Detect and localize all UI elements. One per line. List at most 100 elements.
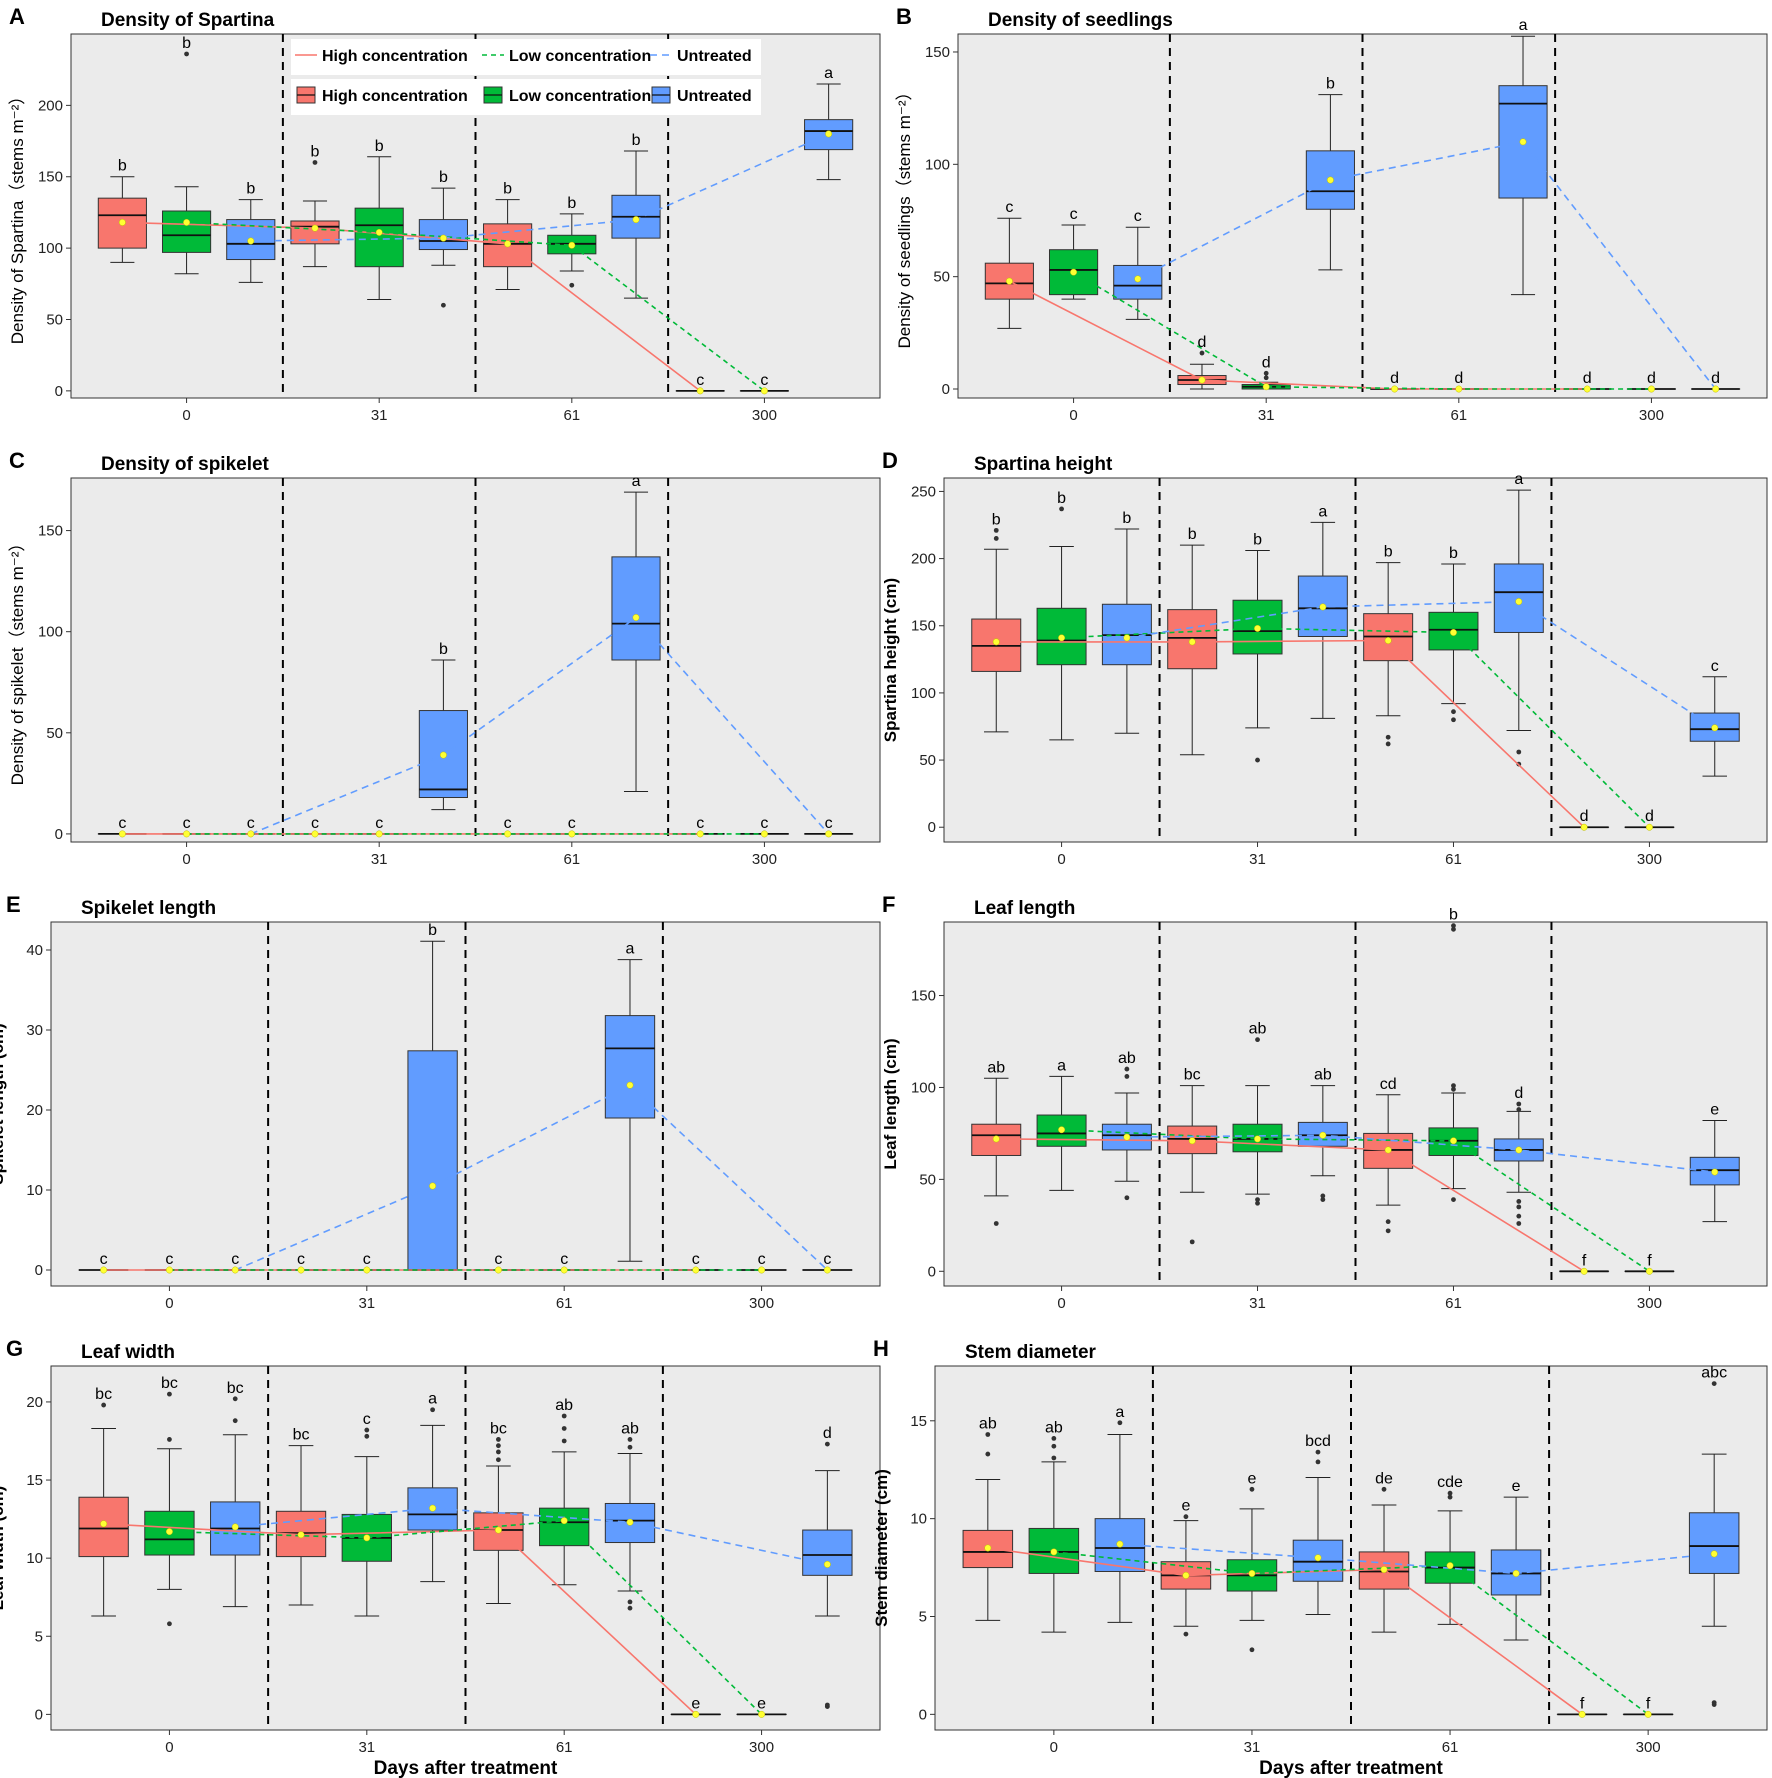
x-tick-label: 0 [165,1739,173,1756]
significance-letter: a [1514,471,1523,488]
outlier-point [993,1221,999,1226]
significance-letter: c [823,1251,831,1268]
mean-point [311,224,319,232]
outlier-point [1255,1197,1260,1202]
mean-point [1123,634,1131,642]
x-tick-label: 0 [1057,851,1065,868]
significance-letter: d [1645,808,1654,825]
box-low-concentration-day-61 [539,1413,590,1586]
outlier-point [1385,1228,1391,1234]
mean-point [1254,1135,1261,1143]
outlier-point [1516,1101,1522,1107]
legend-line-label: Low concentration [509,48,651,65]
mean-point [1578,1710,1586,1718]
y-tick-label: 0 [55,383,63,400]
significance-letter: e [1181,1498,1190,1515]
x-tick-label: 61 [563,407,580,424]
labels-layer: b b b b b b b b b c c a [118,35,833,395]
mean-point [1319,603,1327,611]
significance-letter: abc [1701,1365,1727,1382]
x-tick-label: 31 [1249,1295,1266,1312]
box-body [1688,1512,1740,1574]
mean-point [118,218,126,226]
mean-point [247,237,255,245]
y-tick-label: 100 [925,156,950,173]
significance-letter: b [1449,545,1458,562]
mean-point [1384,1146,1392,1154]
significance-letter: c [183,815,191,832]
mean-point [1058,1126,1066,1134]
outlier-point [1183,1514,1189,1520]
mean-point [494,1526,502,1534]
significance-letter: d [1262,354,1271,371]
y-tick-label: 150 [38,523,63,540]
outlier-point [312,160,318,165]
y-tick-label: 150 [911,988,936,1005]
x-tick-label: 300 [752,851,777,868]
significance-letter: b [503,181,512,198]
x-tick-label: 31 [371,407,388,424]
y-tick-label: 0 [35,1706,43,1723]
significance-letter: de [1375,1470,1393,1487]
significance-letter: e [1247,1470,1256,1487]
mean-point [1198,376,1206,384]
boxes-layer [962,1381,1740,1716]
panel-h: H Stem diameter 0 5 10 15 Stem diameter (cm) 0 3… [872,1336,1768,1778]
significance-letter: c [1134,208,1142,225]
mean-point [758,1266,766,1274]
significance-letter: c [247,815,255,832]
trend-line-untreated [1119,1543,1715,1575]
mean-point [760,830,768,838]
y-tick-label: 100 [911,685,936,702]
outlier-point [1711,1700,1717,1706]
mean-point [696,830,704,838]
y-tick-label: 100 [38,240,63,257]
outlier-point [1255,1200,1260,1206]
trend-lines-layer [122,616,830,835]
mean-point [626,1518,634,1526]
outlier-point [1451,926,1456,932]
box-untreated-day-31 [418,187,468,308]
trend-line-high-concentration [987,1547,1583,1715]
significance-letter: a [428,1391,437,1408]
mean-point [992,1135,1000,1143]
outlier-point [1516,1107,1522,1112]
panel-title: Leaf width [81,1342,175,1363]
significance-letter: b [439,169,448,186]
significance-letter: c [165,1251,173,1268]
significance-letter: bc [95,1386,112,1403]
significance-letter: e [691,1695,700,1712]
labels-layer: bc bc bc bc c a bc ab ab e e d [95,1375,832,1718]
significance-letter: d [1390,370,1399,387]
significance-letter: a [1318,503,1327,520]
significance-letter: f [1580,1695,1585,1712]
trend-lines-layer [996,600,1716,828]
labels-layer: c c c c c b c c a c c c [118,473,833,838]
outlier-point [1516,1199,1522,1204]
y-tick-label: 15 [910,1413,927,1430]
outlier-point [1447,1490,1453,1496]
mean-point [984,1544,992,1552]
significance-letter: ab [555,1397,573,1414]
trend-lines-layer [1009,141,1717,390]
mean-point [429,1182,437,1190]
outlier-point [232,1418,238,1424]
mean-point [692,1710,700,1718]
mean-point [494,1266,502,1274]
y-tick-label: 50 [46,311,63,328]
y-tick-label: 15 [26,1472,43,1489]
trend-line-untreated [235,1507,828,1566]
outlier-point [495,1437,501,1442]
mean-point [1515,598,1523,606]
mean-point [825,130,833,138]
box-low-concentration-day-61 [1428,923,1479,1202]
significance-letter: ab [1045,1419,1063,1436]
mean-point [183,218,191,226]
y-tick-label: 0 [55,826,63,843]
mean-point [1058,634,1066,642]
significance-letter: b [182,35,191,52]
mean-point [823,1266,831,1274]
outlier-point [993,536,999,541]
significance-letter: d [1647,370,1656,387]
outlier-point [1711,1381,1717,1387]
